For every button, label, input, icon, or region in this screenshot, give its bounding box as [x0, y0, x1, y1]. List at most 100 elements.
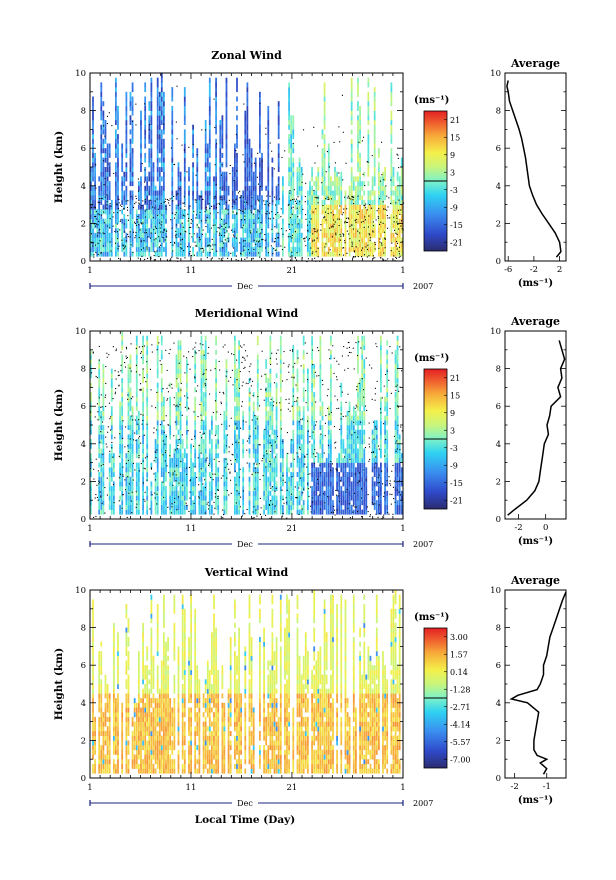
heatmap-cell: [136, 247, 138, 252]
heatmap-cell: [180, 359, 182, 364]
stipple-dot: [182, 239, 183, 240]
stipple-dot: [391, 250, 392, 251]
stipple-dot: [365, 219, 366, 220]
heatmap-cell: [315, 186, 317, 191]
stipple-dot: [103, 160, 104, 161]
heatmap-cell: [92, 252, 94, 257]
stipple-dot: [163, 123, 164, 124]
heatmap-cell: [157, 139, 159, 144]
stipple-dot: [255, 244, 256, 245]
heatmap-cell: [109, 496, 111, 501]
heatmap-cell: [236, 383, 238, 388]
stipple-dot: [212, 244, 213, 245]
heatmap-cell: [349, 186, 351, 191]
heatmap-cell: [217, 500, 219, 505]
heatmap-cell: [107, 186, 109, 191]
heatmap-cell: [92, 186, 94, 191]
heatmap-cell: [180, 510, 182, 515]
heatmap-cell: [100, 111, 102, 116]
heatmap-cell: [334, 200, 336, 205]
heatmap-cell: [146, 219, 148, 224]
stipple-dot: [132, 252, 133, 253]
heatmap-cell: [336, 233, 338, 238]
heatmap-cell: [259, 97, 261, 102]
heatmap-cell: [184, 500, 186, 505]
heatmap-cell: [374, 181, 376, 186]
heatmap-cell: [353, 219, 355, 224]
heatmap-cell: [290, 205, 292, 210]
heatmap-cell: [201, 491, 203, 496]
heatmap-cell: [171, 486, 173, 491]
heatmap-cell: [217, 472, 219, 477]
heatmap-cell: [138, 252, 140, 257]
heatmap-cell: [186, 387, 188, 392]
heatmap-cell: [226, 416, 228, 421]
heatmap-cell: [244, 195, 246, 200]
heatmap-cell: [180, 416, 182, 421]
heatmap-cell: [234, 444, 236, 449]
heatmap-cell: [121, 181, 123, 186]
heatmap-cell: [311, 238, 313, 243]
stipple-dot: [195, 199, 196, 200]
heatmap-cell: [340, 219, 342, 224]
heatmap-cell: [194, 472, 196, 477]
heatmap-cell: [128, 373, 130, 378]
heatmap-cell: [192, 228, 194, 233]
heatmap-cell: [184, 510, 186, 515]
heatmap-cell: [313, 214, 315, 219]
heatmap-cell: [307, 191, 309, 196]
stipple-dot: [138, 200, 139, 201]
heatmap-cell: [355, 223, 357, 228]
heatmap-cell: [205, 345, 207, 350]
heatmap-cell: [126, 97, 128, 102]
heatmap-cell: [401, 167, 403, 172]
stipple-dot: [373, 255, 374, 256]
heatmap-cell: [163, 162, 165, 167]
heatmap-cell: [313, 191, 315, 196]
heatmap-cell: [103, 402, 105, 407]
heatmap-cell: [340, 191, 342, 196]
heatmap-cell: [249, 449, 251, 454]
heatmap-cell: [397, 205, 399, 210]
heatmap-cell: [171, 176, 173, 181]
stipple-dot: [318, 202, 319, 203]
heatmap-cell: [140, 191, 142, 196]
stipple-dot: [143, 223, 144, 224]
heatmap-cell: [128, 411, 130, 416]
heatmap-cell: [146, 186, 148, 191]
heatmap-cell: [276, 209, 278, 214]
heatmap-cell: [103, 162, 105, 167]
stipple-dot: [302, 209, 303, 210]
heatmap-cell: [142, 233, 144, 238]
stipple-dot: [305, 214, 306, 215]
heatmap-cell: [249, 172, 251, 177]
stipple-dot: [179, 188, 180, 189]
heatmap-cell: [176, 481, 178, 486]
heatmap-cell: [213, 205, 215, 210]
heatmap-cell: [251, 242, 253, 247]
heatmap-cell: [267, 191, 269, 196]
heatmap-cell: [288, 162, 290, 167]
stipple-dot: [124, 247, 125, 248]
heatmap-cell: [224, 481, 226, 486]
heatmap-cell: [226, 209, 228, 214]
heatmap-cell: [163, 500, 165, 505]
heatmap-cell: [186, 392, 188, 397]
heatmap-cell: [109, 209, 111, 214]
heatmap-cell: [94, 153, 96, 158]
heatmap-cell: [309, 214, 311, 219]
heatmap-cell: [161, 392, 163, 397]
stipple-dot: [353, 229, 354, 230]
stipple-dot: [99, 229, 100, 230]
heatmap-cell: [163, 158, 165, 163]
stipple-dot: [125, 237, 126, 238]
heatmap-cell: [236, 420, 238, 425]
heatmap-cell: [340, 233, 342, 238]
stipple-dot: [399, 257, 400, 258]
heatmap-cell: [180, 500, 182, 505]
heatmap-cell: [299, 205, 301, 210]
heatmap-cell: [359, 139, 361, 144]
heatmap-cell: [234, 369, 236, 374]
heatmap-cell: [236, 481, 238, 486]
heatmap-cell: [340, 209, 342, 214]
